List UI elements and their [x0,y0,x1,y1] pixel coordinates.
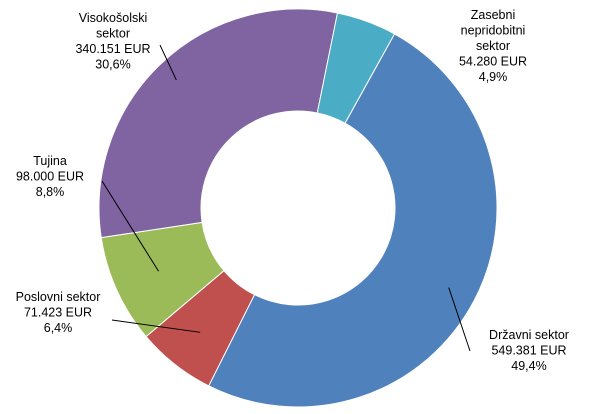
slice-4 [316,12,396,124]
data-label-line: 8,8% [36,185,65,199]
data-label-line: sektor [476,39,510,53]
data-label-line: Tujina [33,154,67,168]
data-label-line: 54.280 EUR [459,55,527,69]
slice-3 [98,8,339,239]
data-label-line: 6,4% [44,321,73,335]
data-labels-group: Državni sektor 549.381 EUR 49,4% Poslovni s… [16,8,569,373]
data-label-line: Zasebni [471,8,515,22]
data-label-line: 4,9% [479,70,508,84]
data-label-line: 98.000 EUR [16,170,84,184]
data-label-line: sektor [96,27,130,41]
data-label-3: Visokošolski sektor 340.151 EUR 30,6% [75,11,150,72]
data-label-line: 49,4% [511,359,546,373]
data-label-line: 30,6% [95,58,130,72]
data-label-1: Poslovni sektor 71.423 EUR 6,4% [16,290,101,335]
leader-line-1 [111,319,201,333]
leader-line-0 [448,287,471,352]
leader-line-3 [159,44,177,81]
slice-0 [208,33,498,408]
data-label-line: 549.381 EUR [491,344,566,358]
data-label-line: nepridobitni [461,24,526,38]
slices-group [98,8,498,408]
data-label-2: Tujina 98.000 EUR 8,8% [16,154,84,199]
data-label-line: 340.151 EUR [75,42,150,56]
data-label-4: Zasebni nepridobitni sektor 54.280 EUR 4,9% [459,8,527,84]
leader-lines-group [101,44,471,352]
data-label-line: Visokošolski [79,11,148,25]
data-label-0: Državni sektor 549.381 EUR 49,4% [489,328,569,373]
data-label-line: Poslovni sektor [16,290,101,304]
data-label-line: Državni sektor [489,328,569,342]
data-label-line: 71.423 EUR [24,306,92,320]
leader-line-2 [101,180,159,272]
